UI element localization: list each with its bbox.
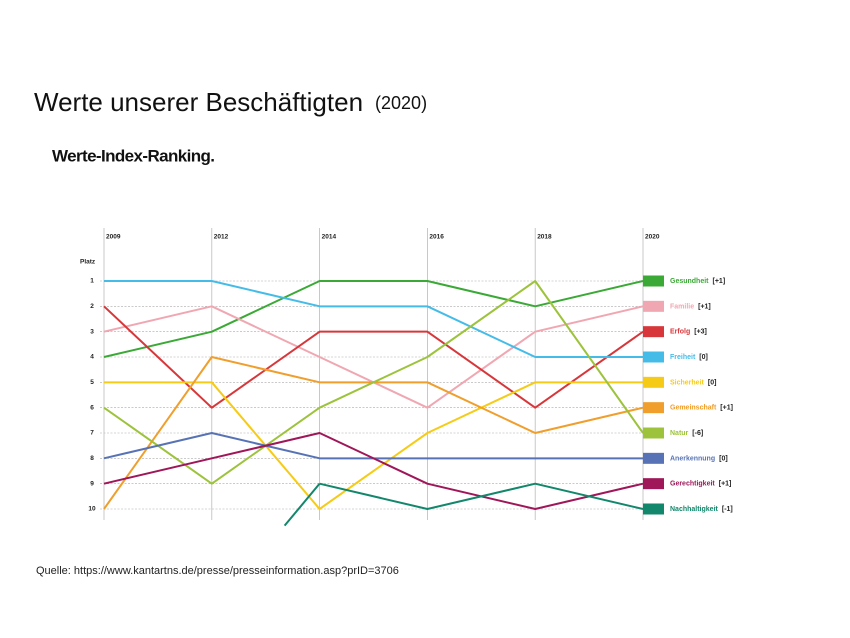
legend-entry: Gerechtigkeit [+1] xyxy=(670,481,731,488)
x-tick-label: 2018 xyxy=(537,234,552,241)
x-tick-label: 2016 xyxy=(429,234,444,241)
legend-change: [0] xyxy=(719,455,728,462)
entry-stub xyxy=(283,483,321,527)
legend-swatch xyxy=(643,427,664,439)
y-tick-label: 5 xyxy=(90,379,94,386)
legend-swatch xyxy=(643,503,664,515)
legend-change: [+1] xyxy=(698,303,711,310)
legend-change: [+3] xyxy=(694,329,707,336)
x-tick-label: 2009 xyxy=(106,234,121,241)
legend-name: Gerechtigkeit xyxy=(670,481,715,488)
legend-swatch xyxy=(643,300,664,312)
y-tick-label: 6 xyxy=(90,404,94,411)
series-line xyxy=(103,432,644,510)
legend-swatch xyxy=(643,275,664,287)
x-tick-label: 2014 xyxy=(322,234,337,241)
legend-name: Erfolg xyxy=(670,329,690,336)
slide-title: Werte unserer Beschäftigten (2020) xyxy=(34,87,427,117)
legend-entry: Erfolg [+3] xyxy=(670,329,707,336)
y-tick-label: 3 xyxy=(90,328,94,335)
y-tick-label: 10 xyxy=(88,506,96,513)
legend-name: Familie xyxy=(670,303,694,310)
legend-name: Sicherheit xyxy=(670,379,705,386)
legend-name: Nachhaltigkeit xyxy=(670,506,719,513)
title-main: Werte unserer Beschäftigten xyxy=(34,87,363,117)
legend-change: [+1] xyxy=(719,481,732,488)
y-tick-label: 9 xyxy=(90,480,94,487)
legend-swatch xyxy=(643,376,664,388)
legend-entry: Freiheit [0] xyxy=(670,354,708,361)
legend-name: Gemeinschaft xyxy=(670,405,717,412)
x-tick-label: 2012 xyxy=(214,234,229,241)
legend-swatch xyxy=(643,478,664,490)
legend-change: [+1] xyxy=(720,405,733,412)
legend-swatch xyxy=(643,402,664,414)
y-tick-label: 1 xyxy=(90,278,94,285)
series-line xyxy=(103,305,644,409)
legend-change: [-6] xyxy=(692,430,703,437)
legend-name: Gesundheit xyxy=(670,278,709,285)
series-line xyxy=(104,280,643,358)
legend-entry: Nachhaltigkeit [-1] xyxy=(670,506,733,513)
legend-entry: Anerkennung [0] xyxy=(670,455,728,462)
legend-change: [+1] xyxy=(713,278,726,285)
legend-entry: Gesundheit [+1] xyxy=(670,278,725,285)
legend-change: [0] xyxy=(708,379,717,386)
y-axis-label: Platz xyxy=(80,259,96,266)
legend-swatch xyxy=(643,351,664,363)
legend-name: Freiheit xyxy=(670,354,696,361)
legend-name: Anerkennung xyxy=(670,455,715,462)
legend-name: Natur xyxy=(670,430,689,437)
legend-change: [-1] xyxy=(722,506,733,513)
y-tick-label: 8 xyxy=(90,455,94,462)
legend-entry: Natur [-6] xyxy=(670,430,703,437)
legend-swatch xyxy=(643,326,664,338)
x-tick-label: 2020 xyxy=(645,234,660,241)
y-tick-label: 2 xyxy=(90,303,94,310)
chart-title: Werte-Index-Ranking. xyxy=(52,146,214,165)
source: Quelle: https://www.kantartns.de/presse/… xyxy=(36,565,399,577)
legend-swatch xyxy=(643,452,664,464)
legend-entry: Gemeinschaft [+1] xyxy=(670,405,733,412)
legend-change: [0] xyxy=(699,354,708,361)
series-line xyxy=(103,280,644,358)
series-line xyxy=(103,280,644,485)
legend-entry: Familie [+1] xyxy=(670,303,711,310)
plot: 1 2 3 4 5 6 7 8 9 10 2009 2012 2014 2016 2018 2020 Gesun… xyxy=(88,228,733,527)
series-line xyxy=(319,482,644,510)
title-note: (2020) xyxy=(375,93,427,113)
legend-entry: Sicherheit [0] xyxy=(670,379,716,386)
y-tick-label: 7 xyxy=(90,430,94,437)
y-tick-label: 4 xyxy=(90,354,94,361)
